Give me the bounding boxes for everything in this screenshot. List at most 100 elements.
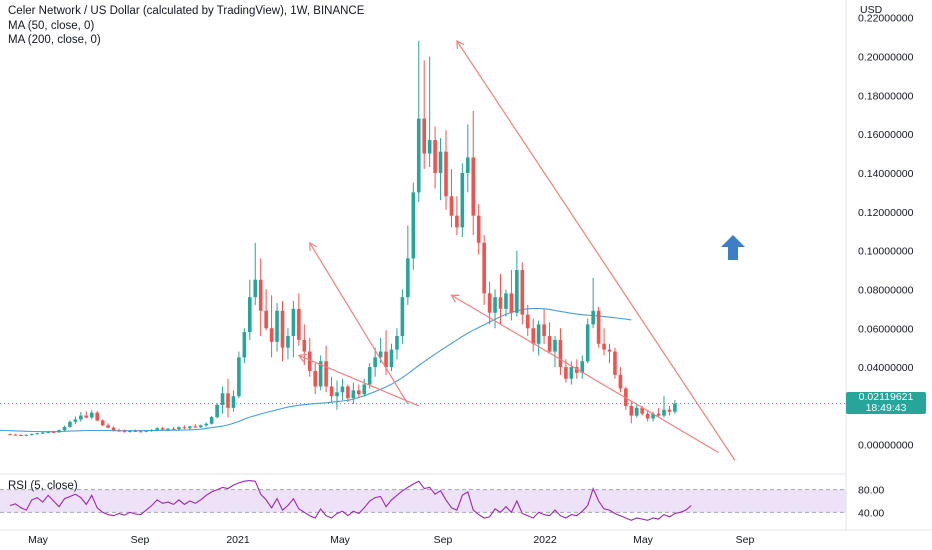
candle-body [564, 367, 568, 379]
rsi-level-label-1: 40.00 [858, 507, 884, 519]
candle-body [542, 324, 546, 337]
candle-body [220, 393, 225, 405]
chart-legend: Celer Network / US Dollar (calculated by… [8, 4, 364, 48]
candle-body [487, 293, 492, 313]
candle-body [613, 351, 617, 375]
candle-body [35, 433, 40, 435]
y-tick-label-6: 0.10000000 [858, 246, 914, 258]
candle-body [57, 430, 61, 433]
candle-body [569, 367, 574, 379]
candle-body [575, 367, 579, 373]
y-tick-label-7: 0.08000000 [858, 284, 914, 296]
candle-body [427, 139, 432, 154]
candle-body [433, 139, 437, 173]
candle-body [651, 413, 655, 419]
candle-body [509, 293, 514, 313]
candle-body [438, 151, 443, 173]
candle-body [455, 215, 459, 228]
candle-body [346, 386, 350, 399]
candle-body [144, 430, 149, 432]
candle-body [460, 172, 465, 228]
candle-body [340, 386, 345, 393]
candle-body [62, 426, 67, 431]
x-tick-label-1: Sep [131, 534, 150, 546]
candle-body [275, 310, 279, 342]
last-price-value: 0.02119621 [858, 391, 914, 403]
candle-body [253, 279, 258, 298]
trend-line-lower-1-arrowhead [297, 353, 307, 363]
candle-body [204, 423, 208, 426]
candle-body [307, 351, 312, 371]
candle-body [558, 339, 563, 368]
candle-body [8, 434, 12, 436]
x-tick-label-3: May [330, 534, 351, 546]
ma200-legend: MA (200, close, 0) [8, 34, 101, 46]
candle-body [215, 404, 219, 418]
candle-body [367, 367, 372, 385]
y-tick-label-1: 0.20000000 [858, 52, 914, 64]
trend-line-lower-1 [298, 354, 419, 407]
candle-body [242, 332, 247, 358]
trend-line-upper-2-arrowhead [456, 39, 465, 50]
ma-line [0, 307, 632, 433]
candle-body [13, 434, 18, 436]
candle-body [476, 215, 481, 243]
candle-body [171, 428, 176, 430]
candle-body [357, 390, 361, 395]
candle-body [634, 407, 639, 416]
candle-body [493, 297, 497, 313]
candle-body [106, 425, 110, 428]
candle-body [525, 314, 530, 329]
candle-body [384, 351, 388, 368]
rsi-level-label-0: 80.00 [858, 485, 884, 497]
trend-line-lower-2 [451, 294, 719, 453]
candle-body [585, 324, 590, 362]
x-tick-label-7: Sep [736, 534, 755, 546]
candle-body [231, 396, 236, 408]
rsi-band [0, 489, 846, 513]
x-tick-label-4: Sep [434, 534, 453, 546]
candle-body [324, 361, 328, 387]
trend-line-upper-1-arrowhead [309, 241, 318, 251]
candle-body [46, 431, 50, 433]
currency-label: USD [860, 4, 883, 16]
candle-body [498, 297, 503, 309]
candle-body [596, 310, 601, 344]
candle-body [149, 429, 154, 431]
y-tick-label-0: 0.22000000 [858, 13, 914, 25]
y-tick-label-4: 0.14000000 [858, 168, 914, 180]
candle-body [291, 308, 296, 337]
candle-body [269, 328, 274, 342]
candle-body [422, 118, 426, 154]
candle-body [547, 336, 552, 352]
candle-body [520, 270, 525, 315]
candle-body [629, 405, 634, 416]
chart-title: Celer Network / US Dollar (calculated by… [8, 5, 365, 17]
candle-body [182, 427, 187, 429]
candle-body [117, 430, 121, 432]
candle-body [89, 412, 94, 418]
candle-body [662, 409, 666, 416]
candle-body [580, 361, 585, 373]
candle-body [198, 425, 203, 428]
candle-body [673, 403, 677, 412]
candle-body [504, 293, 508, 309]
candle-body [84, 415, 89, 418]
candle-body [19, 435, 23, 437]
candle-body [209, 417, 214, 424]
candle-body [624, 388, 628, 406]
candle-body [193, 426, 198, 428]
candle-body [667, 409, 672, 412]
candle-body [531, 328, 535, 344]
candle-body [607, 349, 612, 352]
candle-body [280, 310, 285, 348]
candle-body [166, 428, 170, 430]
candle-body [95, 412, 99, 421]
candle-body [416, 118, 421, 193]
candle-body [30, 434, 34, 436]
candle-body [139, 431, 143, 433]
candle-body [100, 420, 105, 426]
x-tick-label-6: May [633, 534, 654, 546]
